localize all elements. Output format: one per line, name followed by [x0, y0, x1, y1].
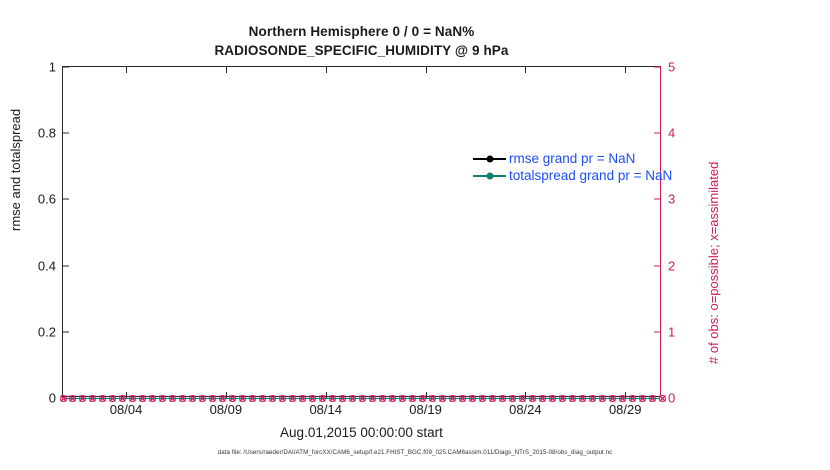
x-tick-label: 08/19 — [409, 402, 442, 417]
legend-marker-totalspread-icon — [473, 169, 506, 182]
y-tick-label-right: 4 — [668, 125, 676, 141]
page-title: Northern Hemisphere 0 / 0 = NaN% — [248, 24, 475, 39]
y-tick-mark-right — [654, 132, 660, 134]
x-tick-mark — [625, 392, 627, 398]
x-tick-mark — [225, 392, 227, 398]
legend-marker-rmse-icon — [473, 152, 506, 165]
x-tick-label: 08/24 — [509, 402, 542, 417]
x-tick-mark — [225, 67, 227, 73]
y-axis-label-right: # of obs: o=possible; x=assimilated — [706, 161, 721, 364]
plot-area[interactable]: rmse grand pr = NaN totalspread grand pr… — [38, 60, 675, 418]
legend: rmse grand pr = NaN totalspread grand pr… — [473, 150, 713, 184]
x-tick-label: 08/14 — [309, 402, 342, 417]
y-tick-label-left: 0.6 — [37, 191, 56, 207]
x-tick-mark — [325, 67, 327, 73]
obs-marker-layer — [59, 382, 666, 402]
x-tick-mark — [525, 67, 527, 73]
x-tick-mark — [126, 67, 128, 73]
y-tick-label-left: 0 — [48, 390, 56, 406]
y-tick-label-right: 2 — [668, 258, 676, 274]
x-tick-mark — [126, 392, 128, 398]
y-axis-label-left: rmse and totalspread — [8, 108, 23, 231]
series-line-totalspread — [63, 398, 660, 399]
y-tick-mark-left — [63, 132, 69, 134]
legend-label-rmse: rmse grand pr = NaN — [509, 151, 636, 166]
x-axis-label: Aug.01,2015 00:00:00 start — [280, 425, 443, 440]
y-tick-mark-left — [63, 265, 69, 267]
y-tick-label-right: 1 — [668, 324, 676, 340]
x-tick-label: 08/09 — [209, 402, 243, 417]
chart-title-block: Northern Hemisphere 0 / 0 = NaN% RADIOSO… — [62, 22, 661, 60]
y-tick-mark-right — [654, 331, 660, 333]
y-tick-label-left: 0.4 — [37, 258, 56, 274]
legend-item-rmse[interactable]: rmse grand pr = NaN — [473, 150, 713, 167]
y-tick-label-right: 3 — [668, 191, 676, 207]
legend-item-totalspread[interactable]: totalspread grand pr = NaN — [473, 167, 713, 184]
y-tick-mark-left — [63, 198, 69, 200]
data-file-footer: data file: /Users/raeder/DAI/ATM_forcXX/… — [217, 449, 613, 456]
legend-label-totalspread: totalspread grand pr = NaN — [509, 168, 673, 183]
y-tick-mark-left — [63, 66, 69, 68]
y-tick-mark-left — [63, 331, 69, 333]
x-tick-label: 08/04 — [109, 402, 143, 417]
y-tick-mark-right — [654, 198, 660, 200]
x-tick-mark — [325, 392, 327, 398]
x-tick-mark — [425, 392, 427, 398]
x-tick-mark — [525, 392, 527, 398]
x-tick-mark — [625, 67, 627, 73]
y-tick-mark-right — [654, 265, 660, 267]
y-tick-mark-right — [654, 66, 660, 68]
y-tick-label-right: 5 — [668, 59, 676, 75]
y-tick-label-right: 0 — [668, 390, 676, 406]
y-tick-label-left: 1 — [48, 59, 56, 75]
y-tick-label-left: 0.8 — [37, 125, 56, 141]
y-tick-label-left: 0.2 — [37, 324, 56, 340]
x-tick-label: 08/29 — [608, 402, 642, 417]
chart-subtitle: RADIOSONDE_SPECIFIC_HUMIDITY @ 9 hPa — [214, 43, 509, 58]
x-tick-mark — [425, 67, 427, 73]
